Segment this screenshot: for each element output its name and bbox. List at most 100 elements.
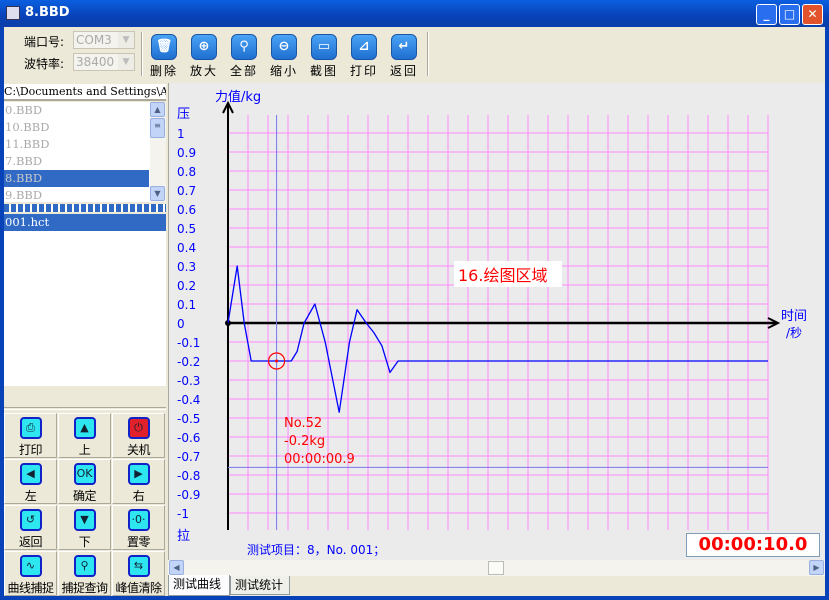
tab-test-stats[interactable]: 测试统计	[230, 576, 290, 595]
y-tick-label: -1	[177, 507, 189, 521]
y-tick-label: 0.2	[177, 279, 196, 293]
pad-button-label: 曲线捕捉	[7, 581, 54, 595]
test-list[interactable]: 001.hct	[4, 214, 166, 386]
power-icon: ⏻	[127, 417, 150, 439]
toolbar-button-label: 打印	[349, 64, 378, 78]
toolbar-button-label: 截图	[309, 64, 338, 78]
y-tick-label: 0.7	[177, 184, 196, 198]
pad-button-4[interactable]: ◀ 左	[4, 459, 57, 504]
tab-test-curve[interactable]: 测试曲线	[168, 575, 230, 596]
port-value: COM3	[76, 33, 112, 47]
pad-button-3[interactable]: ⏻ 关机	[112, 413, 165, 458]
toolbar-button-1[interactable]: 🗑 删除	[146, 34, 182, 79]
pad-button-label: 置零	[126, 535, 151, 549]
toolbar-button-6[interactable]: ⊿ 打印	[346, 34, 382, 79]
y-tick-label: -0.2	[177, 355, 200, 369]
arrow-left-icon: ◀	[19, 463, 42, 485]
toolbar-button-label: 放大	[189, 64, 218, 78]
y-tick-label: -0.4	[177, 393, 200, 407]
cursor-readout: 00:00:00.9	[284, 452, 355, 467]
y-axis-arrow-icon	[222, 100, 234, 114]
arrow-up-icon: ▲	[73, 417, 96, 439]
return-icon: ↺	[19, 509, 42, 531]
pad-button-1[interactable]: ⎙ 打印	[4, 413, 57, 458]
horizontal-scrollbar[interactable]: ◀ ▶	[168, 560, 825, 576]
pad-button-5[interactable]: OK 确定	[58, 459, 111, 504]
chevron-down-icon[interactable]: ▼	[118, 32, 134, 48]
y-top-label: 压	[177, 107, 190, 122]
pad-button-label: 上	[78, 443, 91, 457]
divider	[4, 407, 166, 410]
y-tick-label: 0	[177, 317, 185, 331]
pad-button-2[interactable]: ▲ 上	[58, 413, 111, 458]
trash-icon: 🗑	[151, 34, 177, 60]
file-item[interactable]: 10.BBD	[5, 120, 50, 134]
curve-icon: ∿	[19, 555, 42, 577]
toolbar-button-label: 缩小	[269, 64, 298, 78]
scroll-down-icon[interactable]: ▼	[150, 186, 165, 201]
pad-button-12[interactable]: ⇆ 峰值清除	[112, 551, 165, 596]
pad-button-6[interactable]: ▶ 右	[112, 459, 165, 504]
y-tick-label: 0.9	[177, 146, 196, 160]
maximize-button[interactable]: □	[779, 4, 800, 25]
pad-button-11[interactable]: ⚲ 捕捉查询	[58, 551, 111, 596]
force-time-chart: 1 0.9 0.8 0.7 0.6 0.5 0.4 0.3 0.2 0.1 0 -0.1 -0.2 -0.…	[177, 89, 807, 557]
printer-icon: ⎙	[19, 417, 42, 439]
file-item[interactable]: 8.BBD	[4, 170, 149, 187]
scroll-thumb[interactable]: ≡	[150, 118, 165, 138]
pad-button-9[interactable]: ·0· 置零	[112, 505, 165, 550]
port-label: 端口号:	[24, 35, 65, 49]
annotation-box	[454, 261, 562, 287]
cursor-marker	[267, 352, 286, 370]
window-frame	[0, 27, 829, 600]
y-tick-label: 0.8	[177, 165, 196, 179]
scroll-thumb[interactable]	[488, 561, 504, 575]
pad-button-10[interactable]: ∿ 曲线捕捉	[4, 551, 57, 596]
zero-icon: ·0·	[127, 509, 150, 531]
app-icon	[6, 6, 20, 20]
minimize-button[interactable]: _	[756, 4, 777, 25]
chart-print-icon: ⊿	[351, 34, 377, 60]
splitter[interactable]	[4, 204, 166, 212]
toolbar-button-3[interactable]: ⚲ 全部	[226, 34, 262, 79]
control-pad: ⎙ 打印 ▲ 上 ⏻ 关机 ◀ 左 OK 确定 ▶ 右 ↺ 返回 ▼ 下 ·0· 置零 ∿ 曲线捕捉 ⚲ 捕捉查询 ⇆ 峰值清…	[4, 413, 167, 598]
y-tick-label: 0.3	[177, 260, 196, 274]
file-list[interactable]: 0.BBD 10.BBD 11.BBD 7.BBD 8.BBD 9.BBD ▲ ≡ ▼	[4, 102, 166, 202]
y-tick-label: 0.4	[177, 241, 196, 255]
toolbar-button-7[interactable]: ↵ 返回	[386, 34, 422, 79]
file-item[interactable]: 9.BBD	[5, 188, 43, 202]
y-tick-label: -0.7	[177, 450, 200, 464]
y-tick-label: -0.3	[177, 374, 200, 388]
file-item[interactable]: 0.BBD	[5, 103, 43, 117]
pad-button-8[interactable]: ▼ 下	[58, 505, 111, 550]
toolbar-button-4[interactable]: ⊖ 缩小	[266, 34, 302, 79]
cursor-readout: No.52	[284, 416, 322, 431]
baud-select[interactable]: 38400 ▼	[73, 53, 135, 71]
file-list-scrollbar[interactable]: ▲ ≡ ▼	[150, 102, 166, 202]
search-icon: ⚲	[73, 555, 96, 577]
file-item[interactable]: 11.BBD	[5, 137, 50, 151]
toolbar-button-5[interactable]: ▭ 截图	[306, 34, 342, 79]
zoom-out-icon: ⊖	[271, 34, 297, 60]
annotation-label: 16.绘图区域	[458, 266, 547, 285]
folder-path[interactable]: C:\Documents and Settings\Administrator	[4, 84, 166, 101]
peak-clear-icon: ⇆	[127, 555, 150, 577]
toolbar-button-label: 返回	[389, 64, 418, 78]
scroll-right-icon[interactable]: ▶	[809, 560, 824, 575]
y-tick-label: 1	[177, 127, 185, 141]
pad-button-label: 确定	[72, 489, 97, 503]
test-info: 测试项目：8，No. 001；	[247, 542, 385, 557]
pad-button-label: 左	[24, 489, 37, 503]
y-bottom-label: 拉	[177, 529, 190, 544]
chevron-down-icon[interactable]: ▼	[118, 54, 134, 70]
scroll-left-icon[interactable]: ◀	[169, 560, 184, 575]
test-item[interactable]: 001.hct	[4, 214, 166, 231]
toolbar-button-2[interactable]: ⊕ 放大	[186, 34, 222, 79]
file-item[interactable]: 7.BBD	[5, 154, 43, 168]
port-select[interactable]: COM3 ▼	[73, 31, 135, 49]
pad-button-7[interactable]: ↺ 返回	[4, 505, 57, 550]
close-button[interactable]: ✕	[802, 4, 823, 25]
cursor-marker-dot	[275, 359, 279, 363]
x-axis-title: 时间	[781, 309, 807, 324]
scroll-up-icon[interactable]: ▲	[150, 102, 165, 117]
